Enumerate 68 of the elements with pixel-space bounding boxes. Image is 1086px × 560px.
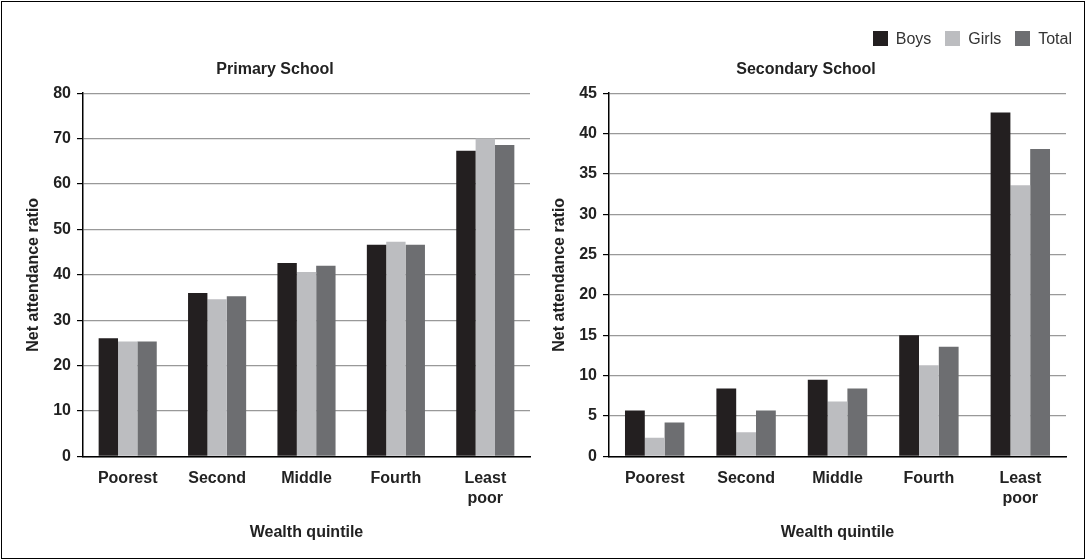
bar [316, 265, 336, 456]
y-tick-label: 10 [53, 401, 72, 419]
bar [277, 263, 297, 456]
x-tick-label: Least poor [999, 469, 1042, 506]
bar [1010, 185, 1031, 456]
bar [644, 437, 665, 456]
bar [756, 410, 776, 456]
bar [736, 432, 756, 456]
chart-title: Primary School [216, 60, 334, 78]
bar [847, 388, 868, 456]
y-tick-label: 50 [53, 219, 72, 237]
bar [494, 144, 515, 456]
x-tick-label: Poorest [624, 469, 686, 487]
y-tick-label: 30 [579, 204, 598, 222]
legend-label: Girls [967, 30, 1002, 48]
x-tick-label: Middle [281, 469, 332, 487]
bar [475, 138, 495, 456]
bar [118, 341, 138, 456]
y-tick-label: 35 [579, 164, 598, 182]
bar [98, 338, 119, 456]
x-tick-label: Poorest [97, 469, 159, 487]
bar [386, 241, 406, 456]
x-tick-label: Least poor [464, 469, 507, 506]
bar [807, 379, 828, 456]
bar [1030, 148, 1051, 456]
bar [938, 346, 959, 456]
bar [990, 112, 1011, 456]
x-tick-label: Fourth [370, 469, 422, 487]
y-tick-label: 10 [579, 366, 598, 384]
bar [919, 365, 939, 456]
y-tick-label: 60 [53, 174, 72, 192]
bar [624, 410, 645, 456]
bar [716, 388, 737, 456]
bar [296, 272, 317, 456]
bar [405, 244, 425, 456]
x-axis-title: Wealth quintile [780, 522, 895, 540]
x-tick-label: Second [717, 469, 775, 487]
y-tick-label: 45 [579, 83, 598, 101]
chart-title: Secondary School [736, 60, 876, 78]
y-tick-label: 15 [579, 325, 598, 343]
legend-label: Total [1037, 30, 1072, 48]
y-axis-title: Net attendance ratio [24, 197, 42, 352]
y-tick-label: 25 [579, 245, 598, 263]
x-tick-label: Second [188, 469, 246, 487]
y-tick-label: 70 [53, 129, 72, 147]
x-tick-label: Fourth [903, 469, 955, 487]
y-tick-label: 20 [53, 356, 72, 374]
bar [456, 150, 476, 456]
bar [366, 244, 387, 456]
y-tick-label: 0 [588, 446, 598, 464]
x-tick-label: Middle [812, 469, 863, 487]
bar [899, 335, 919, 456]
y-axis-title: Net attendance ratio [550, 197, 568, 352]
y-tick-label: 30 [53, 310, 72, 328]
x-axis-title: Wealth quintile [249, 522, 364, 540]
y-tick-label: 40 [53, 265, 72, 283]
legend-label: Boys [894, 30, 932, 48]
y-tick-label: 5 [588, 406, 598, 424]
bar [188, 292, 208, 456]
bar [226, 296, 247, 456]
y-tick-label: 40 [579, 123, 598, 141]
bar [137, 341, 157, 456]
y-tick-label: 0 [62, 446, 72, 464]
y-tick-label: 20 [579, 285, 598, 303]
y-tick-label: 80 [53, 83, 72, 101]
bar [664, 422, 685, 456]
bar [207, 299, 227, 456]
bar [827, 401, 848, 456]
